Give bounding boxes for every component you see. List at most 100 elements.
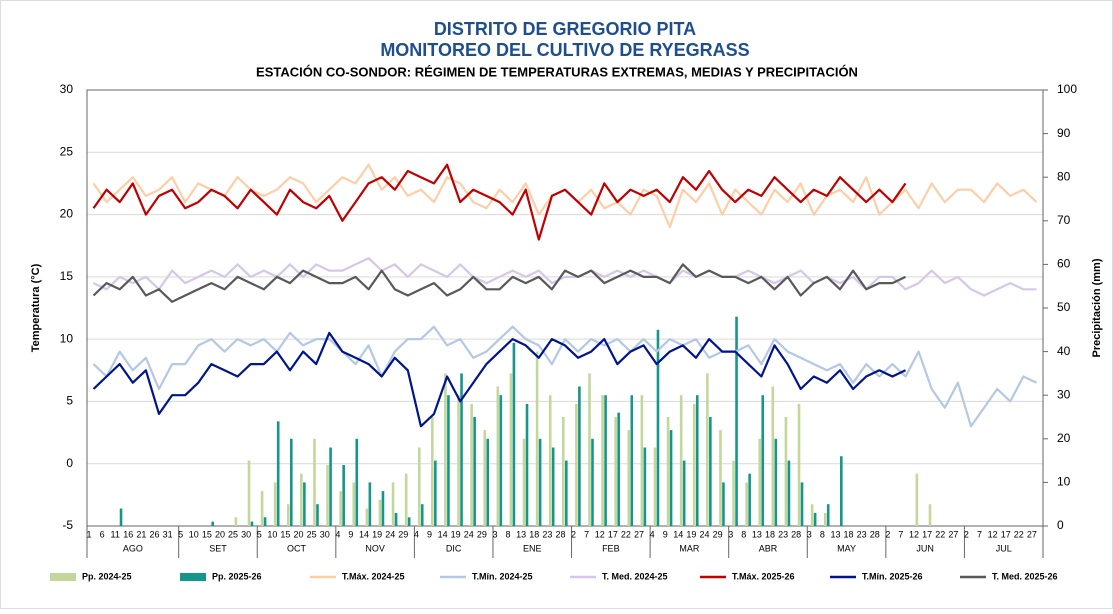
x-tick-label: 24 (464, 529, 474, 539)
bar (260, 491, 264, 526)
x-tick-label: 13 (752, 529, 762, 539)
legend-label: T. Med. 2024-25 (602, 571, 668, 581)
bar (787, 460, 791, 526)
bar (522, 438, 526, 526)
y-tick-label: 10 (60, 331, 74, 345)
bar (512, 342, 516, 526)
x-tick-label: 9 (427, 529, 432, 539)
y-tick-label: 30 (60, 82, 74, 96)
bar (800, 482, 804, 526)
month-label: ABR (759, 543, 778, 553)
bar (499, 395, 503, 526)
line (92, 263, 906, 303)
bar (748, 473, 751, 526)
legend-swatch (50, 573, 76, 581)
legend-label: Pp. 2024-25 (82, 571, 132, 581)
bar (722, 482, 725, 526)
bar (326, 464, 329, 526)
bar (355, 438, 359, 526)
bar (365, 508, 369, 526)
x-tick-label: 14 (438, 529, 448, 539)
bar (601, 395, 604, 526)
chart-subtitle: ESTACIÓN CO-SONDOR: RÉGIMEN DE TEMPERATU… (256, 64, 858, 79)
bar (404, 473, 408, 526)
x-tick-label: 16 (123, 529, 133, 539)
x-tick-label: 15 (202, 529, 212, 539)
bar (588, 373, 591, 526)
y2-tick-label: 20 (1057, 431, 1071, 445)
x-tick-label: 29 (477, 529, 487, 539)
bar (250, 521, 254, 526)
bar (417, 447, 421, 526)
x-tick-label: 29 (398, 529, 408, 539)
x-tick-label: 25 (228, 529, 238, 539)
y2-tick-label: 0 (1057, 518, 1064, 532)
bar (509, 373, 513, 526)
bar (928, 504, 932, 526)
x-tick-label: 17 (922, 529, 932, 539)
x-tick-label: 23 (857, 529, 867, 539)
bar (643, 447, 647, 526)
x-tick-label: 8 (741, 529, 746, 539)
x-tick-label: 2 (885, 529, 890, 539)
x-tick-label: 28 (791, 529, 801, 539)
bar (316, 504, 319, 526)
y2-tick-label: 30 (1057, 387, 1071, 401)
y2-tick-label: 40 (1057, 344, 1071, 358)
bar (460, 373, 463, 526)
bar (303, 482, 306, 526)
x-tick-label: 22 (935, 529, 945, 539)
bar (470, 403, 473, 526)
x-tick-label: 30 (241, 529, 251, 539)
x-tick-label: 4 (414, 529, 419, 539)
x-tick-label: 10 (189, 529, 199, 539)
bar (434, 460, 437, 526)
x-tick-label: 3 (807, 529, 812, 539)
bar (339, 491, 342, 526)
bar (473, 417, 476, 526)
y2-tick-label: 60 (1057, 257, 1071, 271)
month-label: DIC (446, 543, 462, 553)
bar (771, 386, 775, 526)
x-tick-label: 22 (1014, 529, 1024, 539)
x-tick-label: 18 (529, 529, 539, 539)
bar (745, 482, 748, 526)
y2-tick-label: 100 (1057, 82, 1077, 96)
bar (679, 395, 683, 526)
y-axis-label: Temperatura (°C) (30, 263, 42, 352)
x-tick-label: 8 (506, 529, 511, 539)
y-tick-label: 0 (66, 456, 73, 470)
y2-axis-label: Precipitación (mm) (1091, 258, 1103, 357)
x-tick-label: 19 (372, 529, 382, 539)
bar (813, 512, 817, 526)
x-tick-label: 7 (898, 529, 903, 539)
x-tick-label: 13 (516, 529, 526, 539)
bar (352, 482, 356, 526)
x-tick-label: 27 (1027, 529, 1037, 539)
x-tick-label: 7 (977, 529, 982, 539)
x-tick-label: 6 (100, 529, 105, 539)
x-tick-label: 13 (830, 529, 840, 539)
x-tick-label: 3 (492, 529, 497, 539)
bar (732, 460, 735, 526)
bar (630, 395, 634, 526)
month-label: JUL (996, 543, 1012, 553)
y-tick-label: 5 (66, 394, 73, 408)
y2-tick-label: 10 (1057, 475, 1071, 489)
bar (407, 517, 411, 526)
bar (614, 417, 617, 526)
month-label: JUN (916, 543, 934, 553)
line (93, 257, 1037, 297)
legend-label: T. Med. 2025-26 (992, 571, 1058, 581)
y-tick-label: 20 (60, 207, 74, 221)
month-label: OCT (287, 543, 307, 553)
month-label: AGO (123, 543, 143, 553)
x-tick-label: 7 (584, 529, 589, 539)
bar (562, 417, 565, 526)
x-tick-label: 23 (542, 529, 552, 539)
bar (535, 351, 539, 526)
line (92, 331, 906, 428)
bar (378, 499, 382, 526)
bar (525, 403, 529, 526)
